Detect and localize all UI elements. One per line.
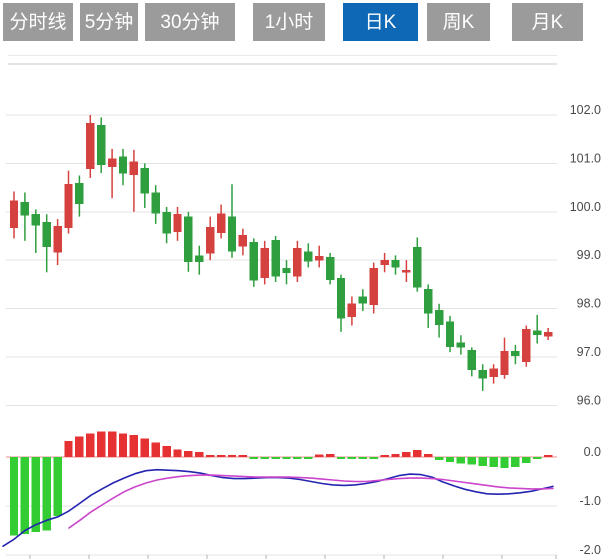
svg-text:-2.0: -2.0 [579, 543, 601, 557]
dea-line [68, 474, 554, 529]
macd-histogram [9, 431, 553, 536]
price-axis-labels: 102.0 101.0 100.0 99.0 98.0 97.0 96.0 [570, 103, 601, 407]
svg-text:98.0: 98.0 [577, 297, 601, 311]
svg-text:100.0: 100.0 [570, 200, 601, 214]
tab-daily-k[interactable]: 日K [343, 3, 418, 41]
svg-text:-1.0: -1.0 [579, 494, 601, 508]
tab-monthly-k[interactable]: 月K [512, 3, 583, 41]
svg-text:0.0: 0.0 [584, 445, 601, 459]
candlestick-series [9, 115, 553, 391]
tab-1hour[interactable]: 1小时 [253, 3, 325, 41]
svg-text:97.0: 97.0 [577, 345, 601, 359]
tab-timeshare[interactable]: 分时线 [3, 3, 73, 41]
timeframe-tabs: 分时线 5分钟 30分钟 1小时 日K 周K 月K [0, 0, 604, 44]
svg-text:96.0: 96.0 [577, 393, 601, 407]
tab-30min[interactable]: 30分钟 [145, 3, 235, 41]
svg-text:99.0: 99.0 [577, 248, 601, 262]
tab-5min[interactable]: 5分钟 [80, 3, 138, 41]
tab-weekly-k[interactable]: 周K [427, 3, 490, 41]
dif-line [2, 468, 554, 548]
svg-text:101.0: 101.0 [570, 151, 601, 165]
x-axis-ticks [6, 554, 557, 559]
svg-text:102.0: 102.0 [570, 103, 601, 117]
pane-borders [8, 55, 557, 65]
